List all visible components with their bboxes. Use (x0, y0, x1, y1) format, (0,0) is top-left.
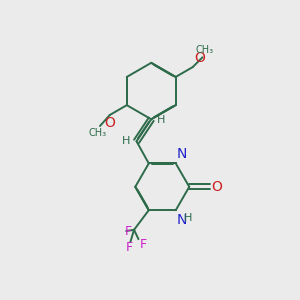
Text: O: O (104, 116, 115, 130)
Text: F: F (124, 224, 132, 238)
Text: N: N (177, 213, 188, 226)
Text: F: F (126, 241, 133, 254)
Text: O: O (211, 180, 222, 194)
Text: CH₃: CH₃ (88, 128, 106, 139)
Text: O: O (195, 51, 206, 65)
Text: H: H (184, 213, 192, 223)
Text: F: F (140, 238, 147, 251)
Text: H: H (122, 136, 130, 146)
Text: CH₃: CH₃ (196, 45, 214, 55)
Text: H: H (158, 116, 166, 125)
Text: N: N (177, 148, 188, 161)
